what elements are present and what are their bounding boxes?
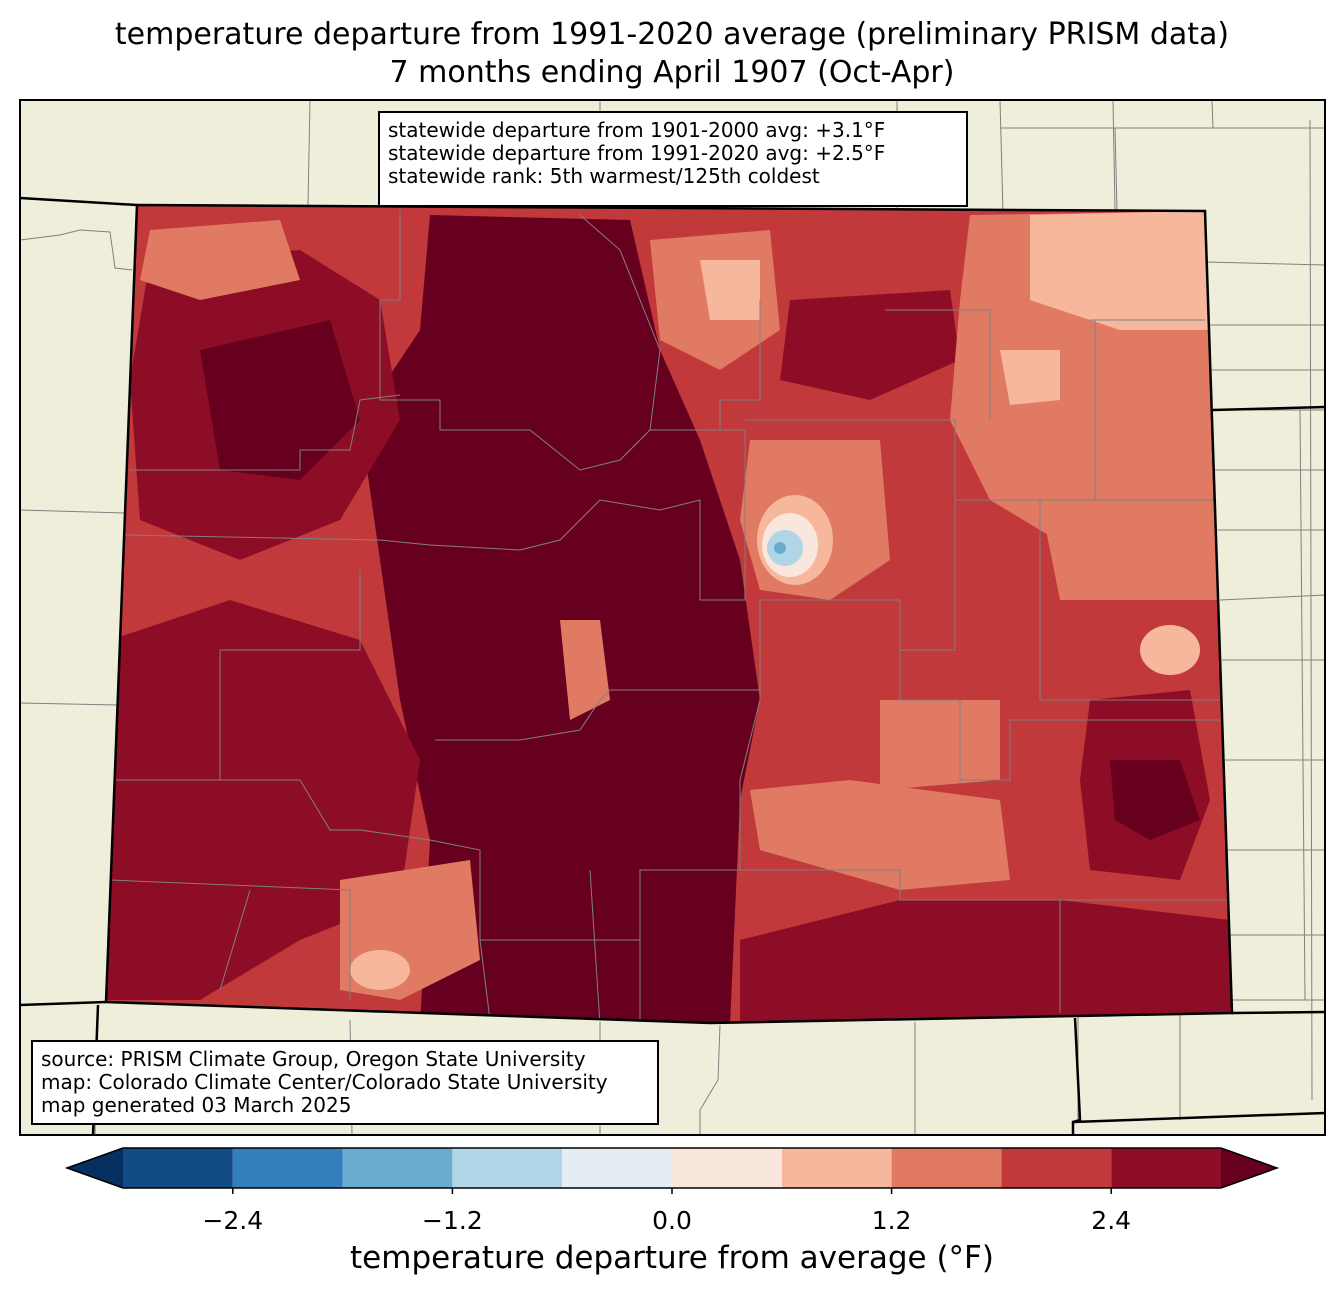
- county-lines: [109, 210, 1230, 1023]
- colorbar-bin-5: [672, 1148, 782, 1188]
- colorbar-bin-3: [452, 1148, 563, 1188]
- colorbar-bin-0: [123, 1148, 233, 1188]
- colorbar-bin-2: [342, 1148, 453, 1188]
- stats-line-1991: statewide departure from 1991-2020 avg: …: [388, 141, 886, 165]
- colorbar-bin-7: [891, 1148, 1002, 1188]
- colorbar-over-arrow: [1221, 1148, 1277, 1188]
- map-frame: [19, 99, 1326, 1136]
- map-subtitle: 7 months ending April 1907 (Oct-Apr): [389, 55, 955, 90]
- colorbar-tick-label-4: 2.4: [1091, 1206, 1132, 1235]
- colorbar-bin-6: [781, 1148, 892, 1188]
- colorbar-bin-1: [232, 1148, 343, 1188]
- colorbar-outline: [64, 1147, 1280, 1189]
- stats-line-rank: statewide rank: 5th warmest/125th coldes…: [388, 164, 820, 188]
- colorbar-tick-label-0: −2.4: [202, 1206, 264, 1235]
- map-credit-line: map: Colorado Climate Center/Colorado St…: [41, 1070, 608, 1094]
- colorbar-bin-8: [1001, 1148, 1112, 1188]
- stats-line-1979: statewide departure from 1901-2000 avg: …: [388, 118, 886, 142]
- map-title: temperature departure from 1991-2020 ave…: [114, 17, 1230, 52]
- colorado-border: [104, 203, 1234, 1025]
- colorbar-bin-9: [1111, 1148, 1221, 1188]
- statewide-stats-box: statewide departure from 1901-2000 avg: …: [378, 111, 968, 207]
- colorbar-tick-label-1: −1.2: [422, 1206, 483, 1235]
- colorbar-tick-label-2: 0.0: [652, 1206, 692, 1235]
- colorbar-bin-4: [562, 1148, 672, 1188]
- source-box: source: PRISM Climate Group, Oregon Stat…: [31, 1040, 659, 1125]
- colorbar-tick-label-3: 1.2: [871, 1206, 912, 1235]
- colorbar-under-arrow: [67, 1148, 123, 1188]
- generated-date-line: map generated 03 March 2025: [41, 1093, 352, 1117]
- source-line: source: PRISM Climate Group, Oregon Stat…: [41, 1047, 586, 1071]
- colorbar-label: temperature departure from average (°F): [350, 1240, 994, 1276]
- temperature-departure-field: [106, 205, 1232, 1023]
- colorbar: [64, 1147, 1280, 1194]
